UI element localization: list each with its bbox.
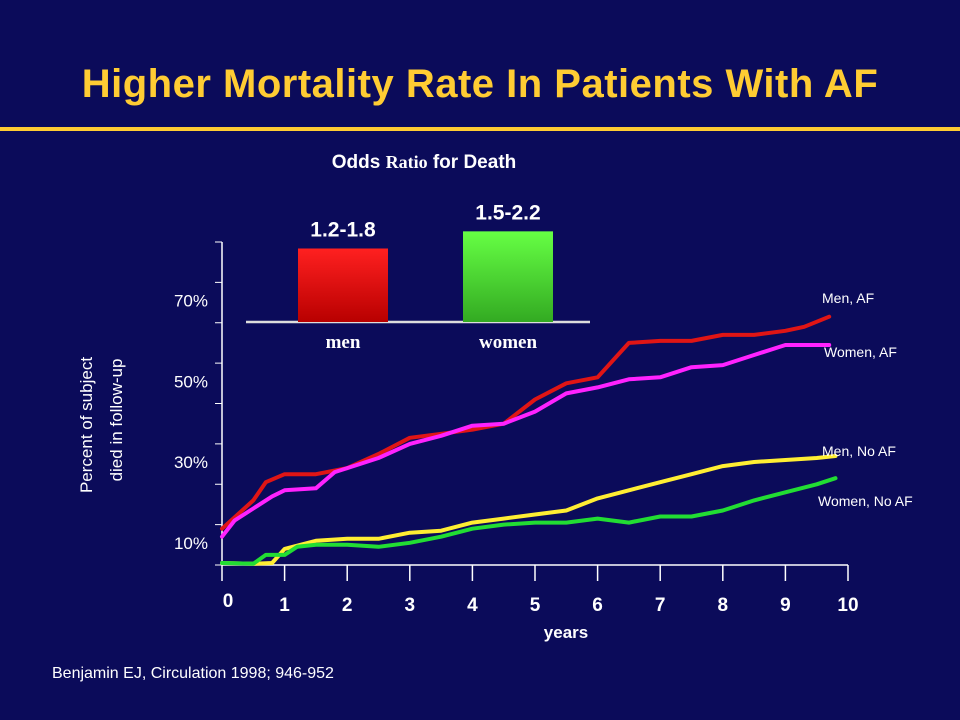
y-tick-label: 30% (174, 453, 208, 472)
y-tick-label: 50% (174, 372, 208, 391)
x-tick-label: 6 (592, 595, 603, 616)
x-tick-label: 8 (718, 595, 729, 616)
x-tick-label: 2 (342, 595, 353, 616)
series-label: Men, No AF (822, 443, 896, 459)
series-line (220, 343, 832, 539)
bar-category-label: women (479, 332, 537, 353)
series-line (220, 476, 838, 566)
y-axis-label-line2: died in follow-up (107, 359, 126, 482)
x-tick-label: 9 (780, 595, 791, 616)
bar (298, 248, 388, 322)
inset-title: Odds Ratio for Death (332, 152, 517, 173)
y-axis-label-line1: Percent of subject (77, 357, 96, 493)
x-tick-label: 0 (223, 591, 234, 612)
series-layer: Men, AF Women, AF Men, No AF Women, No AF (220, 290, 913, 566)
y-tick-label: 70% (174, 292, 208, 311)
x-tick-label: 5 (530, 595, 541, 616)
bar-value-label: 1.5-2.2 (475, 201, 540, 224)
citation: Benjamin EJ, Circulation 1998; 946-952 (52, 665, 334, 682)
x-tick-label: 4 (467, 595, 478, 616)
odds-ratio-inset: Odds Ratio for Death 1.2-1.8 men 1.5-2.2 wom… (246, 152, 590, 353)
slide-title: Higher Mortality Rate In Patients With A… (81, 62, 879, 106)
bar-value-label: 1.2-1.8 (310, 219, 376, 242)
y-tick-label: 10% (174, 534, 208, 553)
series-label: Men, AF (822, 290, 874, 306)
series-label: Women, No AF (818, 493, 913, 509)
bar-category-label: men (326, 332, 361, 353)
series-label: Women, AF (824, 344, 897, 360)
title-underline (0, 127, 960, 131)
x-tick-label: 10 (837, 595, 858, 616)
x-tick-label: 3 (405, 595, 416, 616)
bar (463, 231, 553, 322)
x-tick-label: 1 (279, 595, 290, 616)
x-axis-label: years (544, 623, 588, 642)
series-line (220, 314, 832, 531)
series-line (220, 454, 838, 566)
x-tick-label: 7 (655, 595, 666, 616)
axes: 10% 30% 50% 70% 0 1 2 3 4 5 6 7 8 9 10 (174, 241, 859, 616)
